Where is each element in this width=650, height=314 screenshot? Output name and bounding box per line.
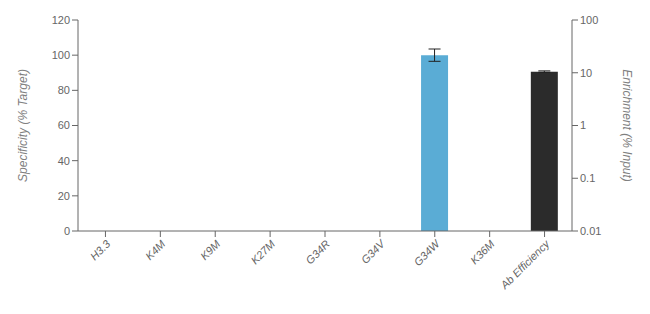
svg-text:100: 100 bbox=[580, 14, 598, 26]
svg-text:Specificity (% Target): Specificity (% Target) bbox=[16, 69, 30, 182]
svg-text:80: 80 bbox=[58, 84, 70, 96]
svg-text:Enrichment (% Input): Enrichment (% Input) bbox=[620, 69, 634, 182]
svg-text:K9M: K9M bbox=[198, 237, 223, 262]
svg-text:1: 1 bbox=[580, 119, 586, 131]
svg-text:K4M: K4M bbox=[143, 237, 168, 262]
svg-text:G34V: G34V bbox=[359, 236, 389, 266]
svg-text:10: 10 bbox=[580, 67, 592, 79]
svg-text:K36M: K36M bbox=[468, 237, 497, 266]
svg-text:Ab Efficiency: Ab Efficiency bbox=[497, 237, 552, 292]
svg-text:0.1: 0.1 bbox=[580, 172, 595, 184]
svg-text:120: 120 bbox=[52, 14, 70, 26]
svg-text:0.01: 0.01 bbox=[580, 225, 601, 237]
svg-text:40: 40 bbox=[58, 155, 70, 167]
svg-text:H3.3: H3.3 bbox=[88, 237, 114, 263]
svg-text:G34R: G34R bbox=[303, 238, 332, 267]
svg-text:0: 0 bbox=[64, 225, 70, 237]
svg-text:K27M: K27M bbox=[248, 237, 277, 266]
svg-text:20: 20 bbox=[58, 190, 70, 202]
svg-text:100: 100 bbox=[52, 49, 70, 61]
svg-text:G34W: G34W bbox=[411, 236, 443, 268]
svg-text:60: 60 bbox=[58, 119, 70, 131]
